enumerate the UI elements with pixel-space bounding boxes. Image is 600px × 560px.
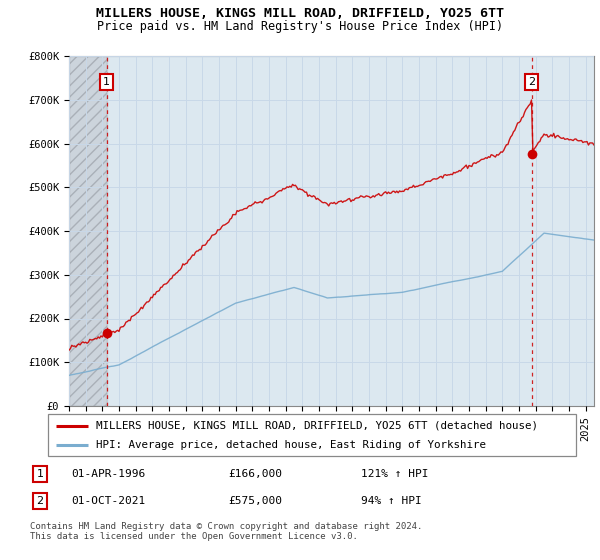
Text: 94% ↑ HPI: 94% ↑ HPI <box>361 496 422 506</box>
Text: 2: 2 <box>37 496 43 506</box>
Text: £166,000: £166,000 <box>229 469 283 479</box>
Text: HPI: Average price, detached house, East Riding of Yorkshire: HPI: Average price, detached house, East… <box>95 440 485 450</box>
Text: MILLERS HOUSE, KINGS MILL ROAD, DRIFFIELD, YO25 6TT: MILLERS HOUSE, KINGS MILL ROAD, DRIFFIEL… <box>96 7 504 20</box>
Text: 01-APR-1996: 01-APR-1996 <box>71 469 146 479</box>
Bar <box>69 56 107 406</box>
Text: £575,000: £575,000 <box>229 496 283 506</box>
Text: Price paid vs. HM Land Registry's House Price Index (HPI): Price paid vs. HM Land Registry's House … <box>97 20 503 32</box>
Text: 2: 2 <box>528 77 535 87</box>
Bar <box>69 56 107 406</box>
Text: 1: 1 <box>103 77 110 87</box>
Text: 121% ↑ HPI: 121% ↑ HPI <box>361 469 428 479</box>
Text: 01-OCT-2021: 01-OCT-2021 <box>71 496 146 506</box>
Text: Contains HM Land Registry data © Crown copyright and database right 2024.
This d: Contains HM Land Registry data © Crown c… <box>30 522 422 542</box>
Text: 1: 1 <box>37 469 43 479</box>
Text: MILLERS HOUSE, KINGS MILL ROAD, DRIFFIELD, YO25 6TT (detached house): MILLERS HOUSE, KINGS MILL ROAD, DRIFFIEL… <box>95 421 538 431</box>
FancyBboxPatch shape <box>48 414 576 456</box>
